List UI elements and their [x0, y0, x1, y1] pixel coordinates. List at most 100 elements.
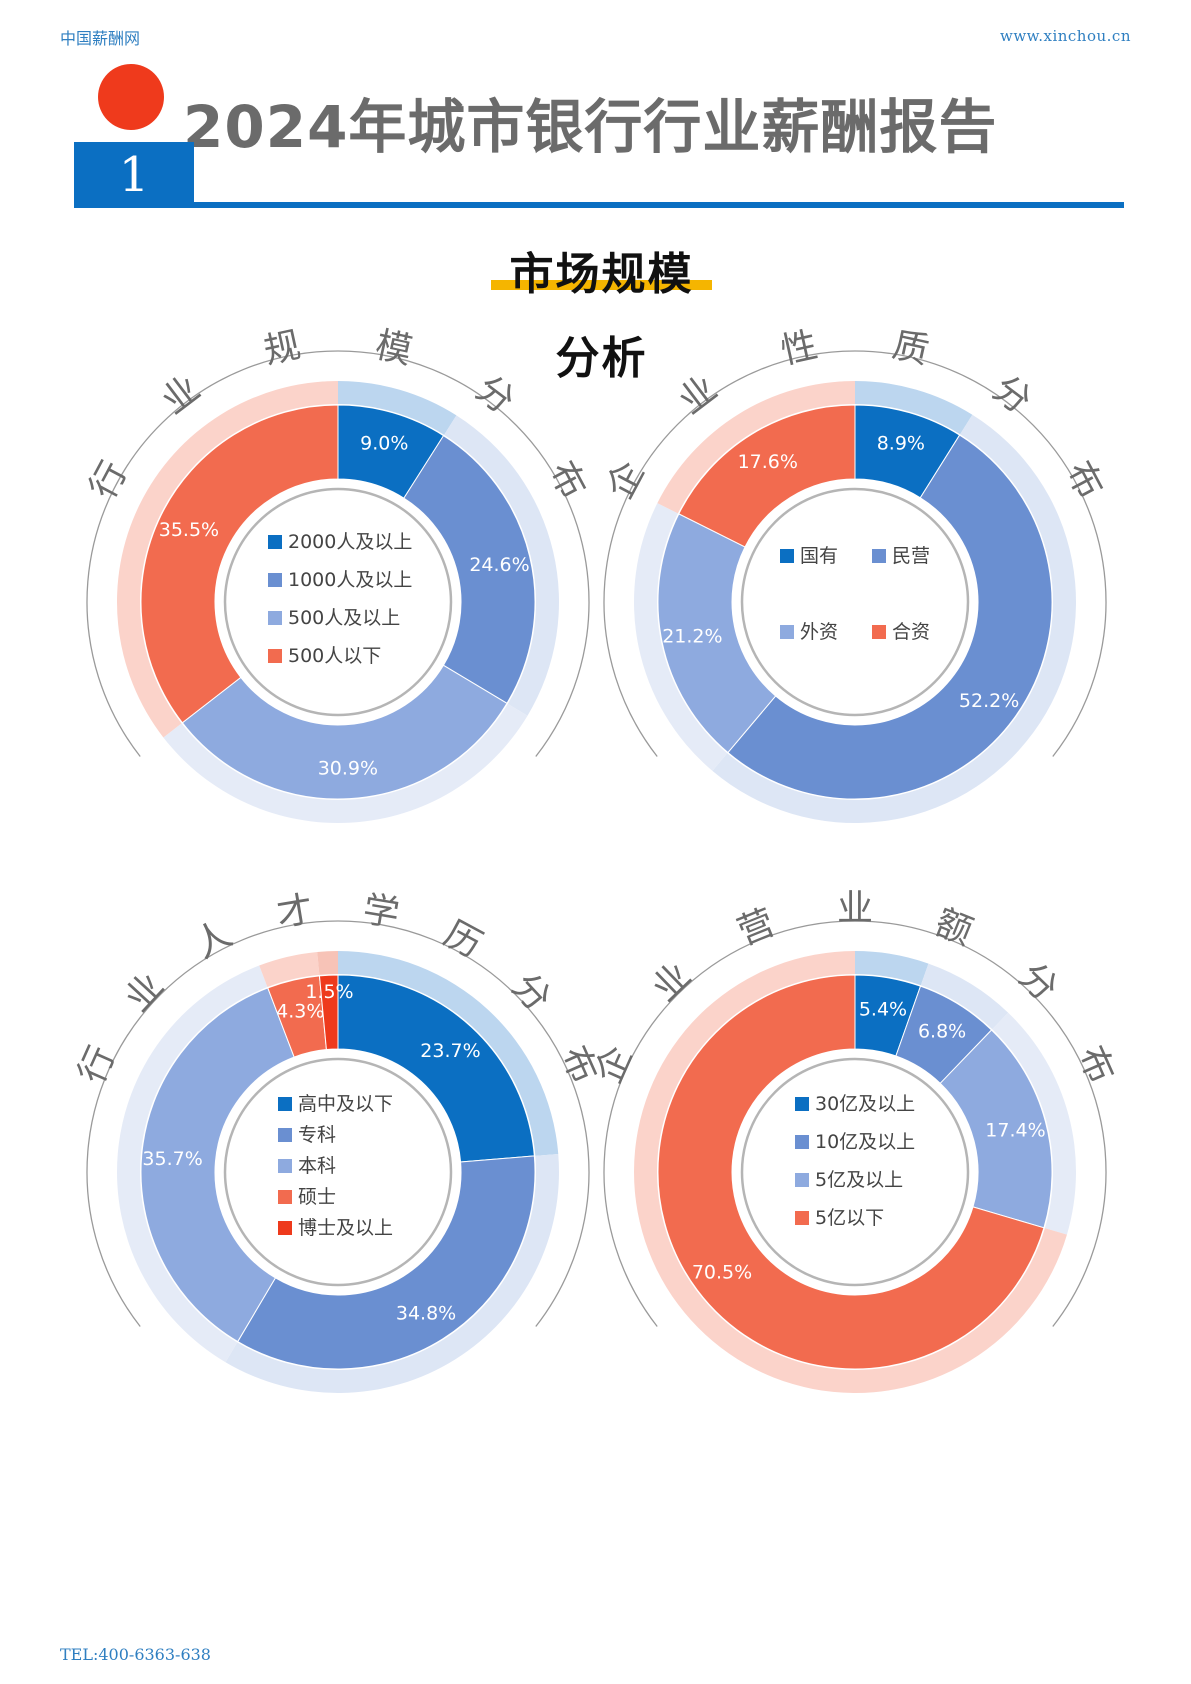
legend-label: 10亿及以上	[815, 1131, 915, 1153]
legend-swatch	[872, 549, 886, 563]
donut-segment	[657, 974, 1045, 1370]
donut-hole	[735, 1052, 975, 1292]
report-title: 2024年城市银行行业薪酬报告	[183, 93, 998, 161]
legend-swatch	[268, 535, 282, 549]
donut-chart-1: 9.0% 24.6% 30.9% 35.5% 2000人及以上 1000人及以上 500人及…	[82, 325, 594, 823]
donut-segment	[237, 1155, 536, 1370]
legend-label: 博士及以上	[298, 1217, 393, 1239]
donut-segment	[403, 434, 536, 705]
legend-swatch	[795, 1173, 809, 1187]
legend-label: 本科	[298, 1155, 336, 1177]
outer-band-segment	[338, 951, 559, 1156]
legend-label: 硕士	[298, 1186, 336, 1208]
data-label: 30.9%	[318, 758, 378, 780]
section-number-box	[74, 142, 194, 208]
legend-label: 500人及以上	[288, 607, 400, 629]
donut-segment	[727, 434, 1053, 800]
outer-band-segment	[225, 1153, 560, 1393]
donut-segment	[318, 974, 339, 1051]
legend-label: 民营	[892, 545, 930, 567]
donut-segment	[181, 664, 508, 800]
legend-swatch	[795, 1135, 809, 1149]
legend-swatch	[278, 1159, 292, 1173]
donut-chart-4: 5.4% 6.8% 17.4% 70.5% 30亿及以上 10亿及以上 5亿及以上 5亿以下 企…	[588, 888, 1122, 1394]
outer-decor-arc	[603, 920, 1107, 1327]
legend-label: 30亿及以上	[815, 1093, 915, 1115]
data-label: 1.5%	[305, 981, 353, 1003]
data-label: 35.7%	[142, 1148, 202, 1170]
chart-title-char: 营	[732, 902, 781, 954]
chart-title-char: 行	[82, 455, 135, 506]
legend-swatch	[780, 625, 794, 639]
data-label: 35.5%	[159, 519, 219, 541]
outer-decor-arc	[86, 350, 590, 757]
outer-band-segment	[163, 703, 528, 823]
legend-label: 高中及以下	[298, 1093, 393, 1115]
donut-segment	[337, 974, 535, 1163]
chart-title-char: 额	[929, 902, 978, 954]
outer-band-segment	[116, 965, 268, 1363]
data-label: 6.8%	[918, 1021, 966, 1043]
donut-segment	[657, 513, 777, 754]
legend-swatch	[278, 1221, 292, 1235]
title-dot-icon	[98, 64, 164, 130]
donut-segment	[140, 987, 295, 1343]
donut-hole	[735, 482, 975, 722]
chart-title-char: 性	[777, 325, 821, 373]
outer-band-segment	[634, 503, 728, 771]
data-label: 23.7%	[420, 1040, 480, 1062]
section-number: 1	[118, 147, 150, 203]
inner-decor-ring	[223, 487, 453, 717]
outer-band-segment	[259, 951, 320, 988]
chart-title-char: 业	[837, 888, 873, 929]
chart-title-char: 企	[588, 1040, 640, 1090]
outer-decor-arc	[86, 920, 590, 1327]
site-name: 中国薪酬网	[60, 29, 141, 48]
chart-title-char: 业	[118, 966, 173, 1020]
site-url[interactable]: www.xinchou.cn	[999, 27, 1131, 45]
data-label: 24.6%	[469, 554, 529, 576]
legend-label: 国有	[800, 545, 838, 567]
legend-label: 500人以下	[288, 645, 381, 667]
data-label: 70.5%	[692, 1261, 752, 1283]
chart-title-char: 业	[671, 368, 724, 422]
donut-hole	[218, 482, 458, 722]
section-title: 市场规模	[509, 249, 694, 300]
outer-band-segment	[855, 381, 973, 435]
chart-title-char: 分	[1011, 955, 1065, 1010]
chart-title-char: 分	[468, 368, 521, 422]
chart-title-char: 才	[274, 889, 316, 935]
legend-swatch	[268, 611, 282, 625]
donut-hole	[218, 1052, 458, 1292]
chart-title-char: 布	[1058, 455, 1111, 506]
data-label: 34.8%	[396, 1303, 456, 1325]
chart-title-char: 布	[541, 455, 594, 506]
chart-title-char: 业	[645, 955, 699, 1010]
outer-decor-arc	[603, 350, 1107, 757]
outer-band-segment	[855, 951, 929, 986]
legend-label: 2000人及以上	[288, 531, 412, 553]
legend-label: 5亿以下	[815, 1207, 884, 1229]
chart-title-char: 质	[889, 325, 933, 373]
chart-title-char: 分	[985, 368, 1038, 422]
chart-title-char: 学	[360, 889, 402, 935]
inner-decor-ring	[223, 1057, 453, 1287]
data-label: 9.0%	[360, 433, 408, 455]
donut-segment	[140, 404, 339, 724]
outer-band-segment	[338, 381, 457, 435]
data-label: 4.3%	[276, 1000, 324, 1022]
outer-band-segment	[992, 1012, 1076, 1235]
legend-label: 1000人及以上	[288, 569, 412, 591]
legend-label: 合资	[892, 621, 930, 643]
legend-label: 专科	[298, 1124, 336, 1146]
chart-title-char: 行	[71, 1040, 123, 1090]
data-label: 52.2%	[959, 690, 1019, 712]
legend-swatch	[795, 1211, 809, 1225]
legend-swatch	[278, 1097, 292, 1111]
chart-title-char: 历	[437, 913, 488, 966]
legend-swatch	[780, 549, 794, 563]
data-label: 17.6%	[738, 451, 798, 473]
legend-swatch	[268, 573, 282, 587]
